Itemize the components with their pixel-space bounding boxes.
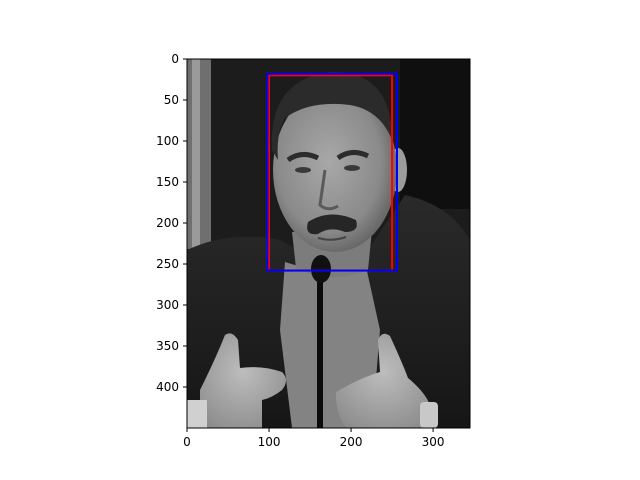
axes-frame bbox=[186, 58, 471, 429]
x-axis: 0 100 200 300 bbox=[183, 428, 445, 449]
x-tick-label: 100 bbox=[258, 435, 281, 449]
y-tick-label: 350 bbox=[156, 339, 179, 353]
y-tick-label: 200 bbox=[156, 216, 179, 230]
y-tick-label: 150 bbox=[156, 175, 179, 189]
y-tick-label: 100 bbox=[156, 134, 179, 148]
y-tick-label: 0 bbox=[171, 52, 179, 66]
y-axis: 0 50 100 150 200 250 300 350 400 bbox=[156, 52, 187, 394]
y-tick-label: 250 bbox=[156, 257, 179, 271]
y-tick-label: 400 bbox=[156, 380, 179, 394]
bounding-box-2 bbox=[266, 72, 398, 272]
y-tick-label: 300 bbox=[156, 298, 179, 312]
x-tick-label: 200 bbox=[340, 435, 363, 449]
x-tick-label: 0 bbox=[183, 435, 191, 449]
bounding-boxes bbox=[266, 72, 398, 272]
x-tick-label: 300 bbox=[422, 435, 445, 449]
image-photo bbox=[187, 59, 470, 428]
y-tick-label: 50 bbox=[164, 93, 179, 107]
